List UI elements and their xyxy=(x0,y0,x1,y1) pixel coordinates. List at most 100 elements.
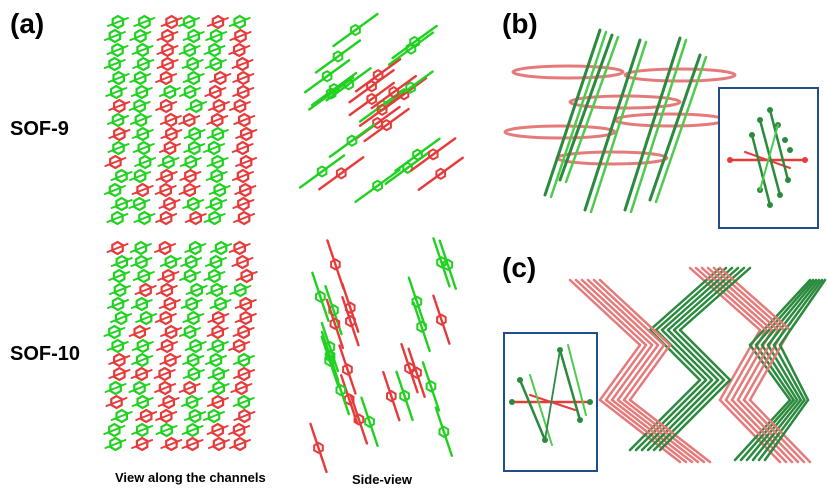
bond xyxy=(159,257,182,267)
bond xyxy=(156,341,179,351)
bond xyxy=(106,243,129,253)
bond xyxy=(178,383,201,393)
bond xyxy=(564,35,620,184)
node xyxy=(509,399,515,405)
ring xyxy=(342,363,353,376)
bond xyxy=(205,171,228,181)
bond xyxy=(231,143,254,153)
bond xyxy=(766,343,803,402)
bond xyxy=(108,129,131,139)
ring xyxy=(372,116,383,130)
bond xyxy=(207,439,230,449)
bond xyxy=(132,59,155,69)
bond xyxy=(754,278,815,347)
bond xyxy=(131,425,154,435)
bond xyxy=(518,378,547,442)
bond xyxy=(131,397,154,407)
bond xyxy=(179,87,202,97)
panel-a-label: (a) xyxy=(10,8,45,39)
bond xyxy=(184,213,207,223)
bond xyxy=(103,185,126,195)
bond xyxy=(184,411,207,421)
bond xyxy=(658,378,732,452)
bond xyxy=(205,31,228,41)
bond xyxy=(131,355,154,365)
bond xyxy=(183,143,206,153)
ring xyxy=(346,134,358,147)
ring xyxy=(325,87,337,100)
bond xyxy=(182,313,205,323)
bond xyxy=(155,285,178,295)
bond xyxy=(760,278,818,347)
bond xyxy=(678,328,732,382)
bond xyxy=(592,278,666,347)
bond xyxy=(604,343,648,402)
bond xyxy=(181,425,204,435)
ring xyxy=(405,81,416,94)
bond xyxy=(233,369,256,379)
bond xyxy=(325,298,345,350)
bond xyxy=(154,313,177,323)
bond xyxy=(233,213,256,223)
bond xyxy=(660,328,714,382)
bond xyxy=(384,150,431,186)
bond xyxy=(231,59,254,69)
bond xyxy=(434,406,454,457)
bond xyxy=(318,156,365,191)
bond xyxy=(110,411,133,421)
bond xyxy=(204,257,227,267)
bond xyxy=(182,73,205,83)
bond xyxy=(110,313,133,323)
bond xyxy=(178,45,201,55)
bond xyxy=(589,40,648,214)
bond xyxy=(129,73,152,83)
bond xyxy=(234,313,257,323)
bond xyxy=(549,30,608,199)
bond xyxy=(128,199,151,209)
sof9-channel-view xyxy=(103,14,258,226)
bond xyxy=(104,439,127,449)
bond xyxy=(760,343,799,402)
node xyxy=(542,437,548,443)
bond xyxy=(110,257,133,267)
bond xyxy=(660,266,734,332)
ring xyxy=(364,415,375,428)
bond xyxy=(109,285,132,295)
caption-channels: View along the channels xyxy=(115,470,266,485)
bond xyxy=(179,157,202,167)
bond xyxy=(628,398,712,464)
bond xyxy=(107,143,130,153)
ring xyxy=(427,148,439,161)
node xyxy=(557,347,563,353)
bond xyxy=(128,327,151,337)
bond xyxy=(320,321,340,373)
ring xyxy=(399,389,410,403)
bond xyxy=(748,343,792,402)
bond xyxy=(742,398,806,464)
bond xyxy=(232,397,255,407)
bond xyxy=(108,355,131,365)
bond xyxy=(158,299,181,309)
bond xyxy=(129,31,152,41)
bond xyxy=(751,398,803,462)
bond xyxy=(754,343,795,402)
node xyxy=(782,137,788,143)
bond xyxy=(180,257,203,267)
ring xyxy=(436,256,447,269)
ring xyxy=(345,315,356,328)
bond xyxy=(105,397,128,407)
bond xyxy=(666,328,720,382)
bond xyxy=(133,213,156,223)
bond xyxy=(206,341,229,351)
bond xyxy=(178,185,201,195)
bond xyxy=(325,67,372,102)
bond xyxy=(210,243,233,253)
bond xyxy=(182,31,205,41)
ring xyxy=(388,85,400,99)
ring xyxy=(411,295,423,308)
bond xyxy=(132,143,155,153)
bond xyxy=(158,199,181,209)
bond xyxy=(103,59,126,69)
bond xyxy=(157,271,180,281)
panel-b-label: (b) xyxy=(502,8,538,39)
